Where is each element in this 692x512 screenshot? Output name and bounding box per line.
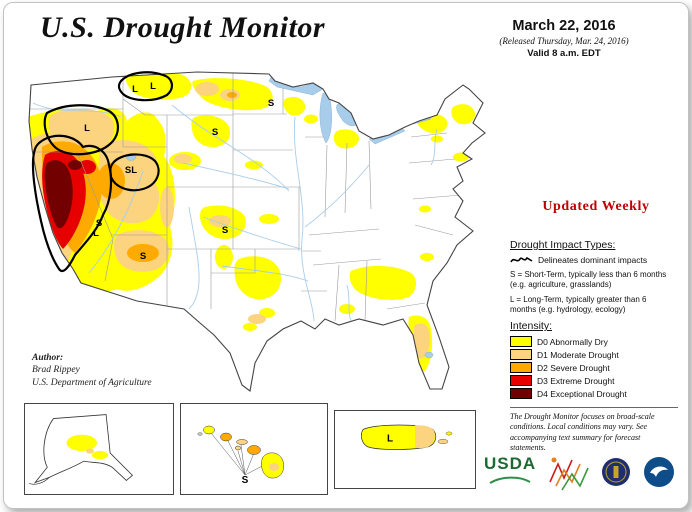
map-label-northdakota-s: S: [268, 98, 274, 109]
hawaii-callout-lines: [210, 432, 269, 476]
map-impact-labels: L L L S S SL S L S S: [84, 81, 274, 262]
noaa-logo: [644, 457, 675, 487]
kauai-island: [203, 425, 215, 435]
puerto-rico-d1-region: [415, 425, 435, 449]
short-term-definition: S = Short-Term, typically less than 6 mo…: [510, 270, 667, 289]
impact-outlines: [31, 71, 173, 273]
lanai-island: [234, 445, 242, 451]
hawaii-impact-label: S: [242, 475, 249, 486]
d4-swatch: [510, 388, 532, 399]
map-label-socal-s: S: [96, 218, 102, 229]
delineates-row: Delineates dominant impacts: [510, 255, 682, 265]
page-title: U.S. Drought Monitor: [40, 11, 326, 44]
oahu-island: [220, 432, 232, 442]
drought-monitor-page: U.S. Drought Monitor March 22, 2016 (Rel…: [3, 2, 689, 509]
alaska-d0-region: [66, 434, 97, 452]
d3-label: D3 Extreme Drought: [537, 375, 615, 386]
puerto-rico-impact-label: L: [387, 434, 393, 445]
big-island-d1-region: [269, 463, 279, 471]
author-block: Author: Brad Rippey U.S. Department of A…: [32, 352, 152, 389]
intensity-heading: Intensity:: [510, 320, 553, 332]
d2-swatch: [510, 362, 532, 373]
maui-island: [247, 445, 261, 455]
culebra-island: [445, 431, 453, 436]
legend-row-d1: D1 Moderate Drought: [510, 349, 682, 360]
map-label-colorado-nm-s: S: [222, 225, 228, 236]
hawaii-map: S: [197, 425, 284, 486]
d1-label: D1 Moderate Drought: [537, 349, 619, 360]
d1-swatch: [510, 349, 532, 360]
intensity-legend: D0 Abnormally Dry D1 Moderate Drought D2…: [510, 336, 682, 399]
alaska-map: [28, 414, 134, 485]
author-org: U.S. Department of Agriculture: [32, 377, 152, 388]
legend-row-d0: D0 Abnormally Dry: [510, 336, 682, 347]
drought-regions-d4: [44, 160, 82, 229]
map-label-oregon-l: L: [84, 123, 90, 134]
puerto-rico-inset: L: [334, 410, 476, 489]
niihau-island: [197, 432, 203, 436]
map-label-arizona-s: S: [140, 251, 146, 262]
drought-mitigation-center-logo: [549, 457, 589, 491]
aleutian-islands: [28, 477, 50, 485]
d2-label: D2 Severe Drought: [537, 362, 610, 373]
legend-row-d2: D2 Severe Drought: [510, 362, 682, 373]
d4-label: D4 Exceptional Drought: [537, 388, 627, 399]
map-label-montana-l: L: [150, 81, 156, 92]
d3-swatch: [510, 375, 532, 386]
map-label-semontana-s: S: [212, 127, 218, 138]
legend-row-d4: D4 Exceptional Drought: [510, 388, 682, 399]
vieques-island: [437, 439, 449, 444]
author-label: Author:: [32, 353, 64, 363]
disclaimer-text: The Drought Monitor focuses on broad-sca…: [510, 407, 678, 454]
legend-column: Updated Weekly Drought Impact Types: Del…: [510, 199, 682, 454]
legend-row-d3: D3 Extreme Drought: [510, 375, 682, 386]
impact-types-heading: Drought Impact Types:: [510, 239, 616, 251]
map-label-nevada-utah-sl: SL: [125, 165, 137, 176]
report-date: March 22, 2016: [512, 18, 616, 34]
date-block: March 22, 2016 (Released Thursday, Mar. …: [456, 18, 672, 59]
alaska-d0-region-2: [91, 451, 109, 460]
long-term-definition: L = Long-Term, typically greater than 6 …: [510, 295, 647, 314]
usda-swoosh-icon: [489, 476, 531, 484]
d0-label: D0 Abnormally Dry: [537, 336, 608, 347]
molokai-island: [236, 439, 248, 445]
delineates-label: Delineates dominant impacts: [538, 255, 648, 265]
university-seal-logo: [602, 458, 631, 486]
d0-swatch: [510, 336, 532, 347]
released-date: (Released Thursday, Mar. 24, 2016): [499, 36, 629, 46]
alaska-inset: [24, 403, 174, 495]
author-name: Brad Rippey: [32, 365, 80, 376]
map-label-idaho-l: L: [132, 84, 138, 95]
rivers: [32, 102, 438, 322]
updated-weekly: Updated Weekly: [542, 199, 650, 214]
puerto-rico-map: L: [361, 424, 453, 450]
usda-logo: USDA: [484, 455, 536, 490]
hawaii-inset: S: [180, 403, 328, 495]
us-drought-map: L L L S S SL S L S S: [28, 71, 486, 392]
logo-row: USDA: [484, 441, 684, 503]
alaska-d1-region: [85, 448, 94, 454]
usda-wordmark: USDA: [484, 453, 537, 473]
map-label-socal-l: L: [93, 228, 99, 239]
impact-delineation-icon: [510, 256, 533, 263]
valid-time: Valid 8 a.m. EDT: [527, 48, 601, 59]
